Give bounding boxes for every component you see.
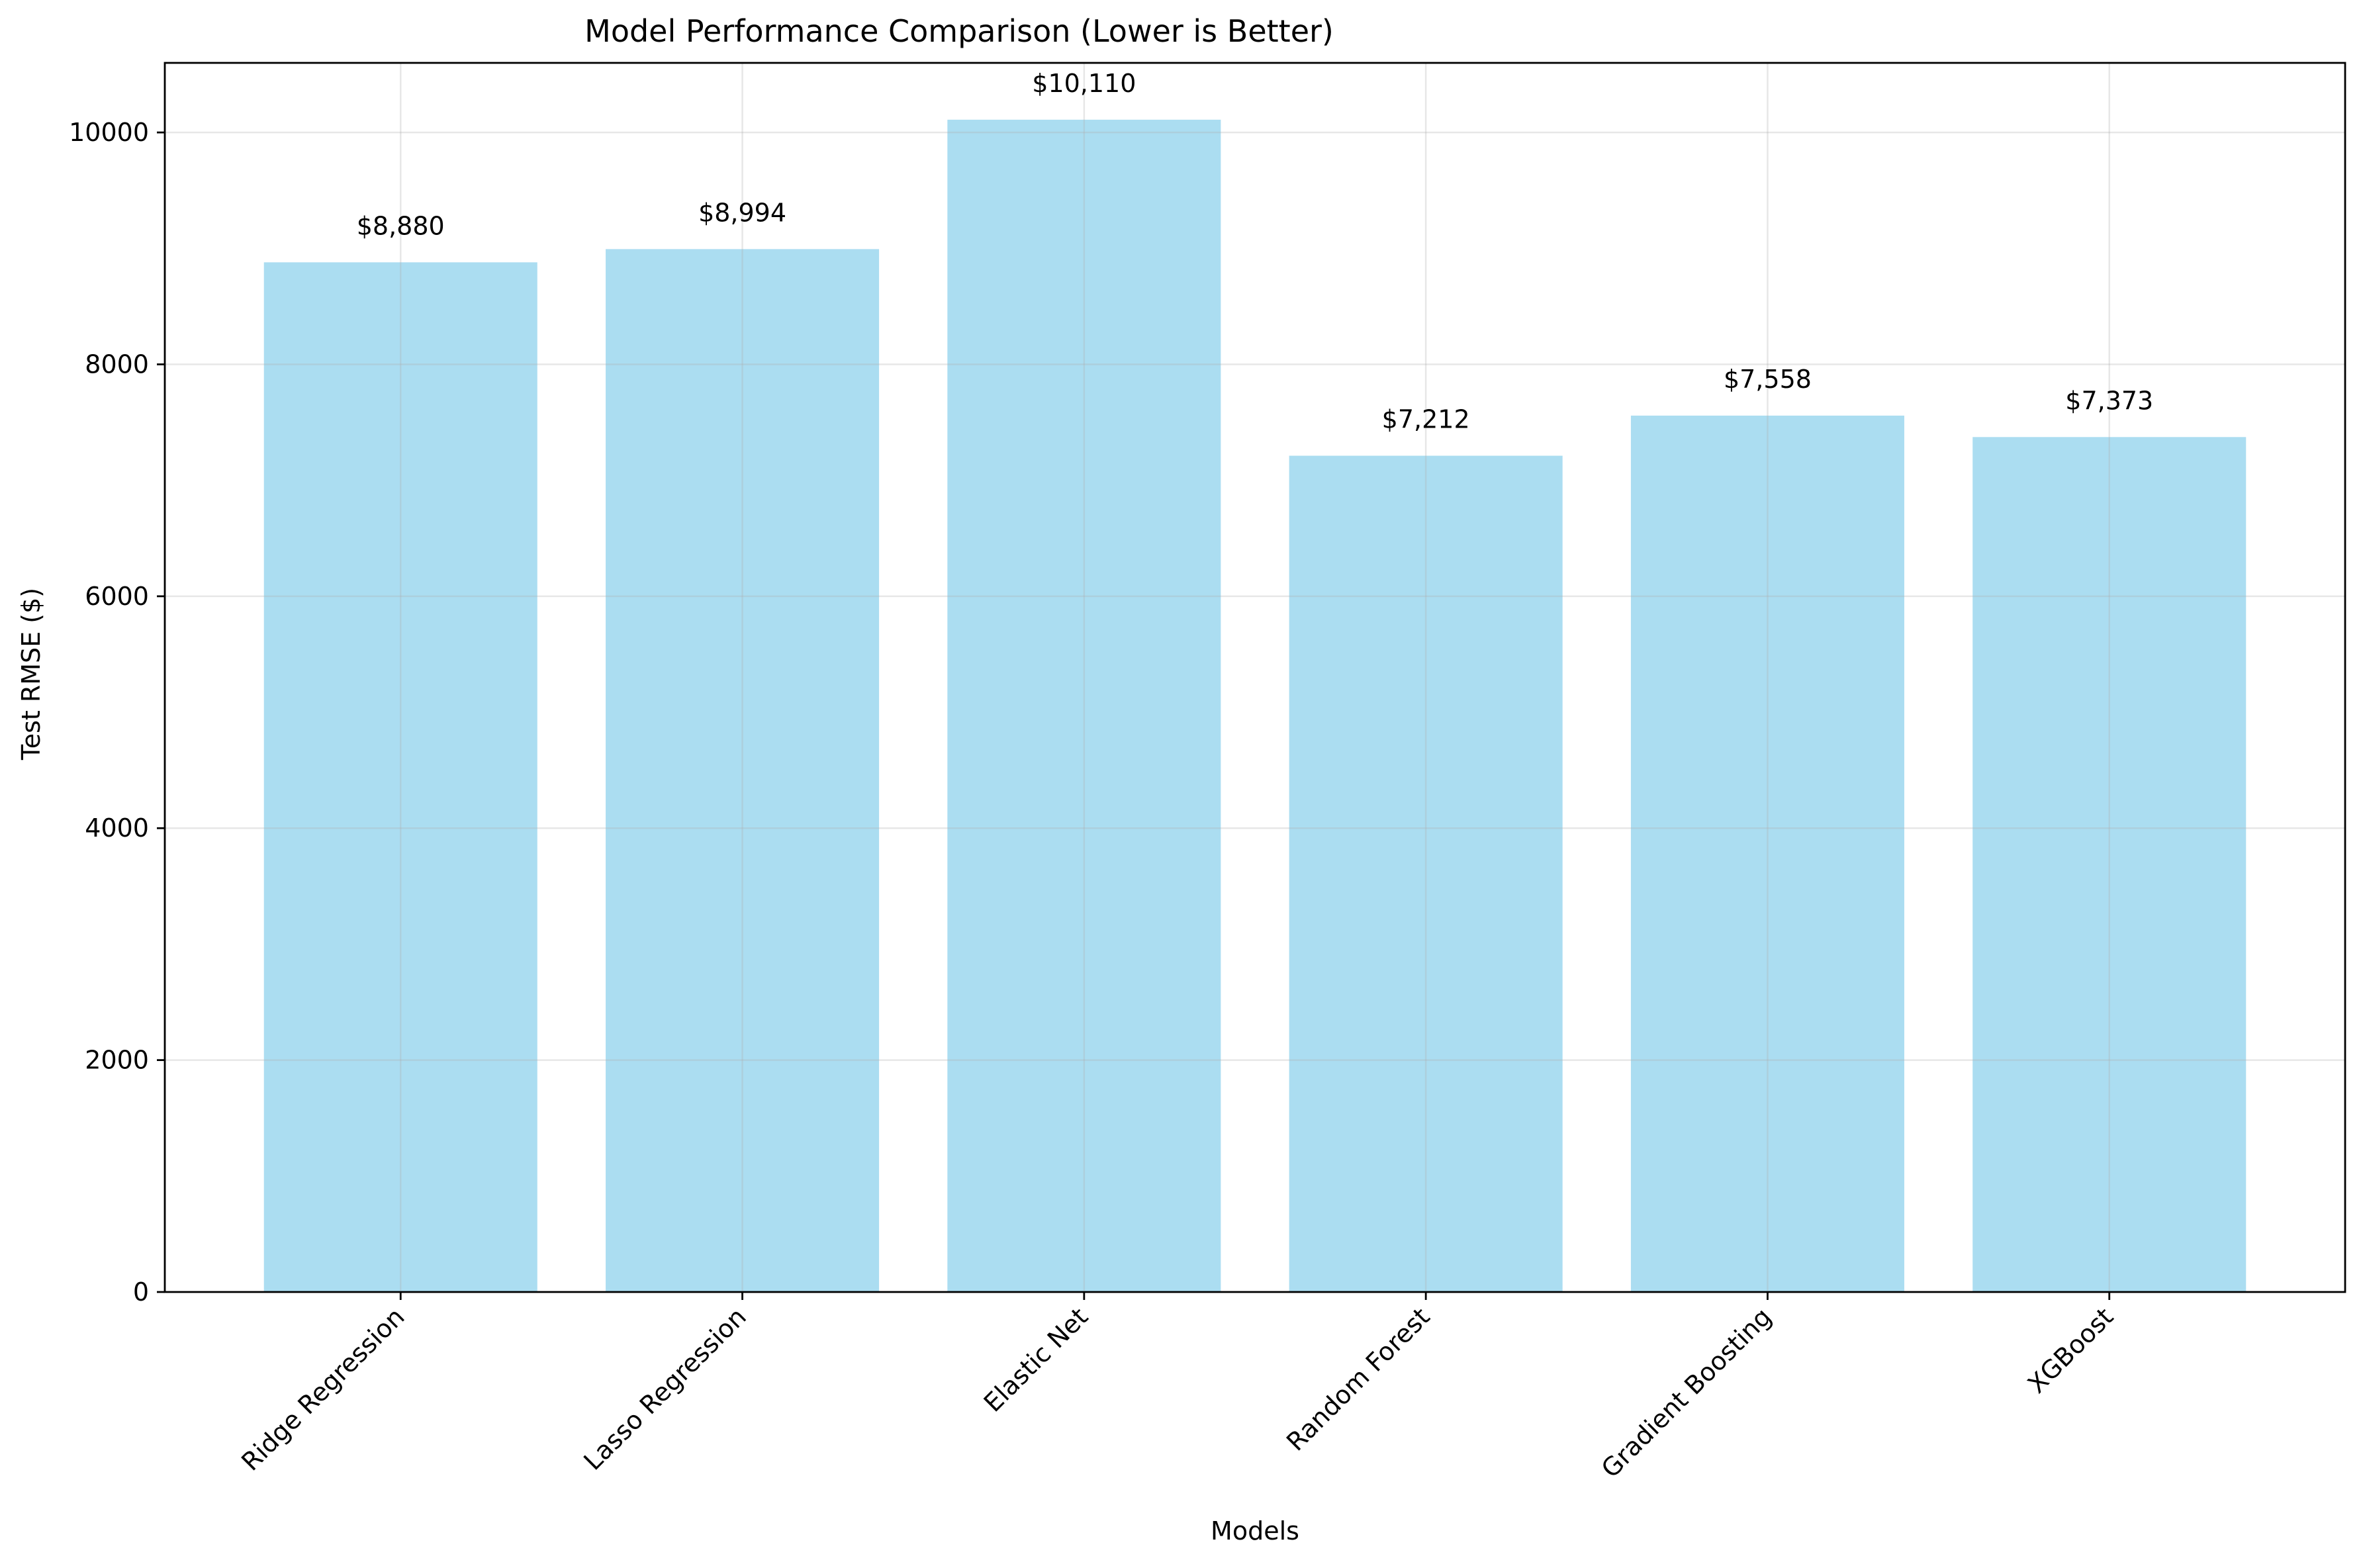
- y-tick-label: 8000: [85, 349, 149, 379]
- bar-elastic-net: [947, 119, 1221, 1293]
- x-tick-label: Lasso Regression: [578, 1302, 752, 1476]
- bar-value-label: $10,110: [1032, 69, 1136, 98]
- chart-title: Model Performance Comparison (Lower is B…: [584, 13, 1334, 49]
- bar-lasso-regression: [606, 249, 880, 1292]
- x-tick-label: XGBoost: [2022, 1302, 2119, 1399]
- x-tick-label: Gradient Boosting: [1596, 1302, 1777, 1483]
- bar-value-label: $7,212: [1382, 405, 1470, 434]
- y-tick-label: 10000: [69, 118, 149, 147]
- x-axis-title: Models: [1211, 1516, 1299, 1545]
- y-tick-label: 6000: [85, 582, 149, 611]
- y-tick-label: 2000: [85, 1046, 149, 1075]
- y-tick-label: 4000: [85, 813, 149, 843]
- x-tick-label: Elastic Net: [978, 1302, 1094, 1418]
- bar-value-label: $7,373: [2065, 386, 2153, 415]
- bar-xgboost: [1972, 437, 2247, 1292]
- y-axis-title: Test RMSE ($): [17, 588, 46, 761]
- bar-value-label: $8,994: [698, 198, 786, 227]
- x-tick-label: Ridge Regression: [236, 1302, 410, 1476]
- bars-layer: [263, 119, 2247, 1293]
- bar-value-labels: $8,880 $8,994 $10,110 $7,212 $7,558 $7,373: [357, 69, 2153, 434]
- bar-ridge-regression: [263, 262, 537, 1293]
- bar-value-label: $7,558: [1724, 365, 1812, 394]
- x-tick-label: Random Forest: [1281, 1302, 1435, 1456]
- bar-value-label: $8,880: [357, 211, 445, 240]
- bar-gradient-boosting: [1630, 415, 1904, 1292]
- axes-frame-layer: [163, 62, 2346, 1293]
- bar-random-forest: [1289, 455, 1563, 1292]
- plot-area-frame: [163, 62, 2346, 1293]
- y-tick-label: 0: [133, 1277, 149, 1307]
